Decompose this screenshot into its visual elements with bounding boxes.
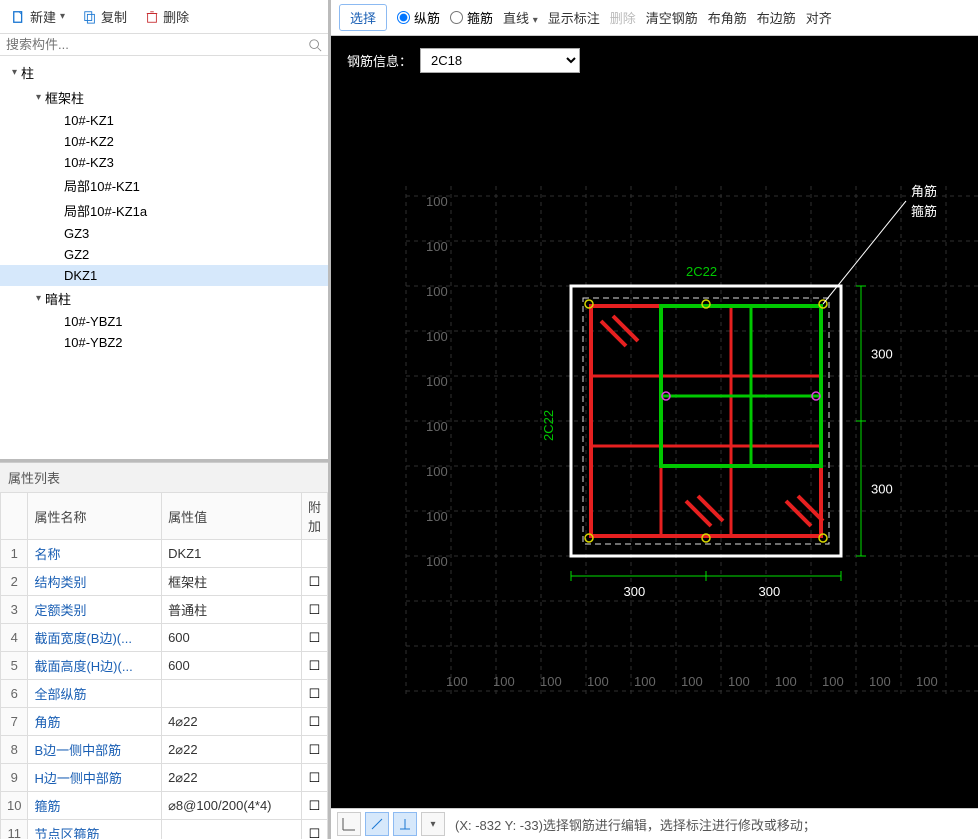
property-row[interactable]: 8B边一侧中部筋2⌀22☐ bbox=[1, 736, 328, 764]
property-row[interactable]: 9H边一侧中部筋2⌀22☐ bbox=[1, 764, 328, 792]
property-row[interactable]: 5截面高度(H边)(...600☐ bbox=[1, 652, 328, 680]
svg-text:300: 300 bbox=[871, 482, 893, 497]
svg-text:100: 100 bbox=[681, 674, 703, 689]
rebar-info-label: 钢筋信息： bbox=[347, 51, 412, 70]
svg-text:100: 100 bbox=[728, 674, 750, 689]
svg-text:300: 300 bbox=[624, 584, 646, 599]
tree-item[interactable]: 10#-KZ2 bbox=[0, 131, 328, 152]
svg-text:100: 100 bbox=[869, 674, 891, 689]
svg-text:100: 100 bbox=[540, 674, 562, 689]
svg-text:100: 100 bbox=[493, 674, 515, 689]
new-icon bbox=[12, 10, 26, 24]
svg-text:100: 100 bbox=[916, 674, 938, 689]
svg-text:100: 100 bbox=[446, 674, 468, 689]
property-table: 属性名称 属性值 附加 1名称DKZ12结构类别框架柱☐3定额类别普通柱☐4截面… bbox=[0, 492, 328, 839]
caret-down-icon: ▾ bbox=[60, 11, 65, 22]
left-toolbar: 新建 ▾ 复制 删除 bbox=[0, 0, 328, 34]
show-annot-button[interactable]: 显示标注 bbox=[548, 8, 600, 27]
tree-item[interactable]: GZ2 bbox=[0, 244, 328, 265]
svg-text:100: 100 bbox=[426, 554, 448, 569]
svg-text:100: 100 bbox=[426, 419, 448, 434]
svg-text:角筋: 角筋 bbox=[911, 184, 937, 199]
svg-text:100: 100 bbox=[426, 374, 448, 389]
search-icon[interactable] bbox=[308, 38, 322, 52]
align-button[interactable]: 对齐 bbox=[806, 8, 832, 27]
select-button[interactable]: 选择 bbox=[339, 4, 387, 31]
property-row[interactable]: 3定额类别普通柱☐ bbox=[1, 596, 328, 624]
delete-button[interactable]: 删除 bbox=[139, 4, 195, 29]
trash-icon bbox=[145, 10, 159, 24]
property-row[interactable]: 7角筋4⌀22☐ bbox=[1, 708, 328, 736]
svg-text:100: 100 bbox=[426, 329, 448, 344]
property-row[interactable]: 10箍筋⌀8@100/200(4*4)☐ bbox=[1, 792, 328, 820]
svg-text:100: 100 bbox=[426, 284, 448, 299]
svg-text:100: 100 bbox=[634, 674, 656, 689]
delete-label: 删除 bbox=[163, 7, 189, 26]
svg-text:100: 100 bbox=[426, 509, 448, 524]
copy-icon bbox=[83, 10, 97, 24]
property-row[interactable]: 4截面宽度(B边)(...600☐ bbox=[1, 624, 328, 652]
col-extra: 附加 bbox=[301, 493, 327, 540]
radio-stirrup[interactable]: 箍筋 bbox=[450, 8, 493, 27]
tree-item[interactable]: DKZ1 bbox=[0, 265, 328, 286]
col-idx bbox=[1, 493, 28, 540]
snap-diag-button[interactable] bbox=[365, 812, 389, 836]
search-bar bbox=[0, 34, 328, 56]
col-name: 属性名称 bbox=[28, 493, 162, 540]
tree-root[interactable]: ▾柱 bbox=[0, 60, 328, 85]
search-input[interactable] bbox=[6, 37, 308, 52]
svg-text:100: 100 bbox=[822, 674, 844, 689]
section-canvas[interactable]: 钢筋信息： 2C18 100 100 100 100 100 100 100 100 100 10… bbox=[331, 36, 978, 808]
copy-label: 复制 bbox=[101, 7, 127, 26]
clear-rebar-button[interactable]: 清空钢筋 bbox=[646, 8, 698, 27]
new-button[interactable]: 新建 ▾ bbox=[6, 4, 71, 29]
tree-item[interactable]: 10#-KZ1 bbox=[0, 110, 328, 131]
tree-group-hidden[interactable]: ▾暗柱 bbox=[0, 286, 328, 311]
right-toolbar: 选择 纵筋 箍筋 直线 ▾ 显示标注 删除 清空钢筋 布角筋 布边筋 对齐 bbox=[331, 0, 978, 36]
tree-item[interactable]: 10#-YBZ1 bbox=[0, 311, 328, 332]
snap-dropdown[interactable]: ▾ bbox=[421, 812, 445, 836]
tree-item[interactable]: 局部10#-KZ1a bbox=[0, 198, 328, 223]
property-row[interactable]: 6全部纵筋☐ bbox=[1, 680, 328, 708]
copy-button[interactable]: 复制 bbox=[77, 4, 133, 29]
radio-longitudinal[interactable]: 纵筋 bbox=[397, 8, 440, 27]
svg-text:2C22: 2C22 bbox=[541, 410, 556, 441]
svg-text:300: 300 bbox=[871, 347, 893, 362]
svg-text:100: 100 bbox=[426, 194, 448, 209]
edge-rebar-button[interactable]: 布边筋 bbox=[757, 8, 796, 27]
svg-text:100: 100 bbox=[426, 239, 448, 254]
status-coord: (X: -832 Y: -33)选择钢筋进行编辑，选择标注进行修改或移动； bbox=[455, 815, 816, 834]
tree-item[interactable]: GZ3 bbox=[0, 223, 328, 244]
snap-perp-button[interactable] bbox=[393, 812, 417, 836]
tree-item[interactable]: 10#-YBZ2 bbox=[0, 332, 328, 353]
line-button[interactable]: 直线 ▾ bbox=[503, 8, 538, 27]
svg-text:100: 100 bbox=[587, 674, 609, 689]
rebar-info-select[interactable]: 2C18 bbox=[420, 48, 580, 73]
col-value: 属性值 bbox=[162, 493, 302, 540]
property-row[interactable]: 11节点区箍筋☐ bbox=[1, 820, 328, 839]
component-tree[interactable]: ▾柱 ▾框架柱 10#-KZ110#-KZ210#-KZ3局部10#-KZ1局部… bbox=[0, 56, 328, 459]
delete-rebar-button[interactable]: 删除 bbox=[610, 8, 636, 27]
new-label: 新建 bbox=[30, 7, 56, 26]
property-row[interactable]: 1名称DKZ1 bbox=[1, 540, 328, 568]
corner-rebar-button[interactable]: 布角筋 bbox=[708, 8, 747, 27]
tree-group-frame[interactable]: ▾框架柱 bbox=[0, 85, 328, 110]
snap-ortho-button[interactable] bbox=[337, 812, 361, 836]
svg-text:100: 100 bbox=[775, 674, 797, 689]
svg-text:箍筋: 箍筋 bbox=[911, 204, 937, 219]
tree-item[interactable]: 局部10#-KZ1 bbox=[0, 173, 328, 198]
svg-text:300: 300 bbox=[759, 584, 781, 599]
tree-item[interactable]: 10#-KZ3 bbox=[0, 152, 328, 173]
property-header: 属性列表 bbox=[0, 462, 328, 492]
svg-text:100: 100 bbox=[426, 464, 448, 479]
status-bar: ▾ (X: -832 Y: -33)选择钢筋进行编辑，选择标注进行修改或移动； bbox=[331, 808, 978, 839]
svg-text:2C22: 2C22 bbox=[686, 264, 717, 279]
property-row[interactable]: 2结构类别框架柱☐ bbox=[1, 568, 328, 596]
